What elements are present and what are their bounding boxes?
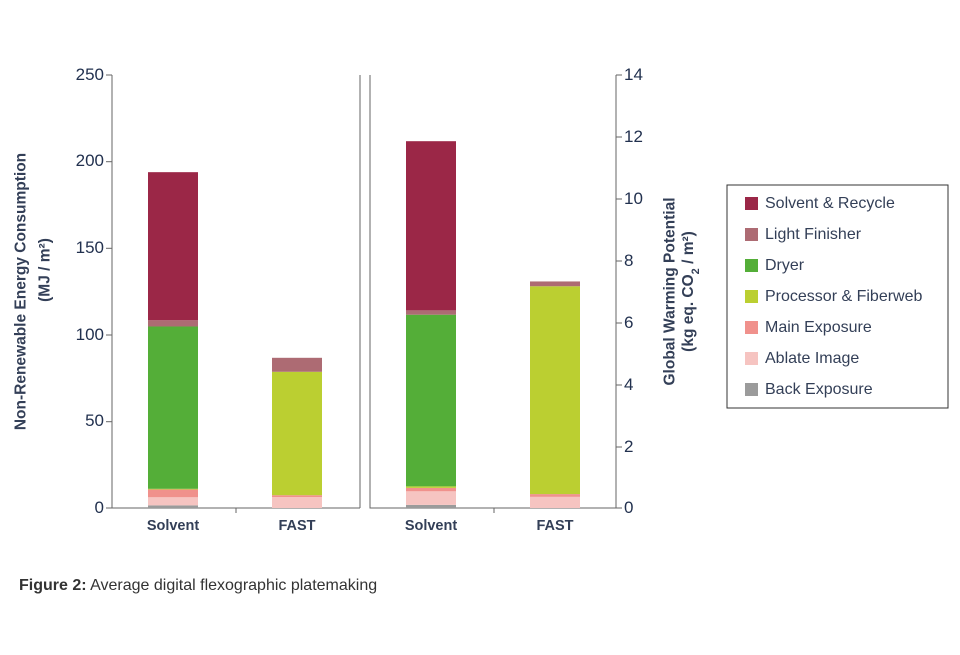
svg-text:Solvent: Solvent xyxy=(405,518,458,534)
svg-text:Ablate Image: Ablate Image xyxy=(765,350,859,367)
svg-text:2: 2 xyxy=(624,437,633,456)
svg-text:Solvent: Solvent xyxy=(147,518,200,534)
svg-text:0: 0 xyxy=(624,498,633,517)
svg-text:Non-Renewable Energy Consumpti: Non-Renewable Energy Consumption xyxy=(13,153,30,430)
svg-text:12: 12 xyxy=(624,127,643,146)
svg-text:10: 10 xyxy=(624,189,643,208)
svg-text:Back Exposure: Back Exposure xyxy=(765,381,873,398)
svg-text:200: 200 xyxy=(76,151,104,170)
svg-text:Global Warming Potential: Global Warming Potential xyxy=(662,197,679,385)
svg-text:150: 150 xyxy=(76,238,104,257)
svg-text:FAST: FAST xyxy=(536,518,573,534)
svg-text:Processor & Fiberweb: Processor & Fiberweb xyxy=(765,288,922,305)
svg-text:100: 100 xyxy=(76,325,104,344)
svg-text:14: 14 xyxy=(624,65,643,84)
svg-text:0: 0 xyxy=(95,498,104,517)
svg-text:Light Finisher: Light Finisher xyxy=(765,226,862,243)
svg-text:250: 250 xyxy=(76,65,104,84)
svg-text:Figure 2: Average digital fl: Figure 2: Average digital flexographic p… xyxy=(19,577,377,594)
svg-text:(MJ / m²): (MJ / m²) xyxy=(37,238,54,302)
svg-text:6: 6 xyxy=(624,313,633,332)
svg-text:Solvent & Recycle: Solvent & Recycle xyxy=(765,195,895,212)
svg-text:Main Exposure: Main Exposure xyxy=(765,319,872,336)
svg-text:Dryer: Dryer xyxy=(765,257,805,274)
svg-text:4: 4 xyxy=(624,375,633,394)
svg-text:8: 8 xyxy=(624,251,633,270)
svg-text:50: 50 xyxy=(85,411,104,430)
svg-text:FAST: FAST xyxy=(278,518,315,534)
